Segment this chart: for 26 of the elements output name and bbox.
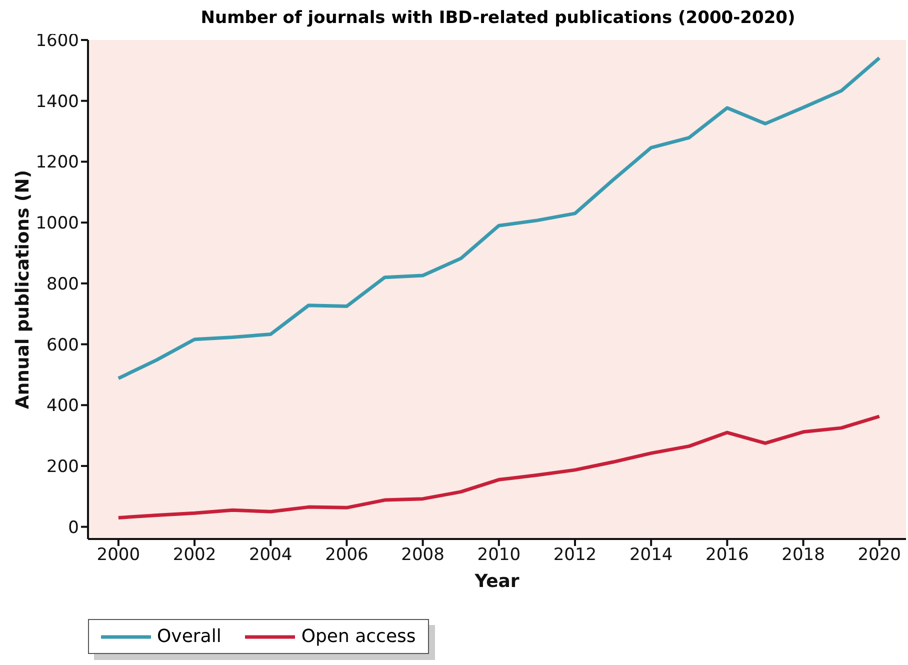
x-tick-label: 2006	[325, 545, 368, 566]
x-tick-label: 2012	[553, 545, 597, 566]
x-tick-label: 2004	[248, 545, 292, 566]
line-series	[116, 414, 882, 520]
x-axis-title: Year	[474, 571, 520, 592]
y-tick-label: 1000	[36, 214, 79, 234]
line-series	[116, 56, 882, 380]
y-tick-label: 1400	[36, 92, 79, 112]
x-tick-label: 2014	[629, 545, 673, 566]
legend-label: Open access	[300, 626, 416, 647]
x-tick-label: 2018	[782, 545, 825, 566]
y-tick-label: 400	[46, 396, 79, 416]
x-tick-label: 2008	[401, 545, 444, 566]
chart-title: Number of journals with IBD-related publications (2000-2020)	[200, 8, 796, 28]
y-tick-label: 0	[68, 518, 79, 538]
y-tick-label: 1200	[36, 152, 79, 173]
x-tick-label: 2010	[477, 545, 521, 566]
x-tick-label: 2002	[172, 545, 216, 566]
x-tick-label: 2016	[706, 545, 749, 566]
y-tick-label: 200	[46, 457, 79, 478]
legend-label: Overall	[156, 626, 222, 647]
x-tick-label: 2020	[858, 545, 901, 566]
y-tick-label: 800	[46, 274, 79, 294]
y-tick-label: 600	[46, 335, 79, 356]
y-axis-title: Annual publications (N)	[12, 170, 34, 410]
x-tick-label: 2000	[96, 545, 140, 566]
